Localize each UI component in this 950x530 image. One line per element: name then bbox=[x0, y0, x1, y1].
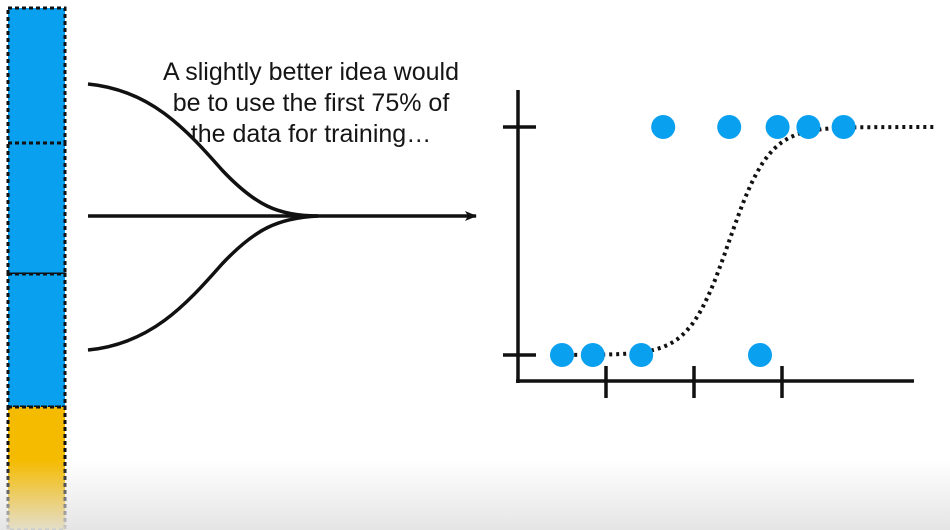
data-point-1 bbox=[550, 343, 574, 367]
converging-flow-arrow bbox=[87, 82, 477, 352]
caption-line-1: A slightly better idea would bbox=[162, 58, 459, 86]
data-points bbox=[550, 115, 856, 367]
data-point-2 bbox=[580, 343, 605, 367]
data-point-6 bbox=[717, 115, 742, 139]
data-point-9 bbox=[831, 115, 856, 139]
x-ticks bbox=[604, 366, 784, 398]
flow-curve-top bbox=[87, 82, 319, 218]
data-point-8 bbox=[796, 115, 821, 139]
training-block-3 bbox=[6, 272, 67, 409]
data-point-5 bbox=[651, 115, 676, 139]
data-split-bar bbox=[6, 6, 67, 530]
caption-text: A slightly better idea would be to use t… bbox=[132, 57, 490, 150]
y-ticks bbox=[503, 125, 536, 357]
flow-curve-bottom bbox=[87, 214, 319, 352]
data-point-3 bbox=[629, 343, 654, 367]
logistic-chart bbox=[503, 90, 934, 398]
training-block-2 bbox=[6, 141, 67, 276]
bottom-fade-overlay bbox=[0, 460, 950, 530]
data-point-4 bbox=[748, 343, 772, 367]
training-block-1 bbox=[6, 6, 67, 145]
data-point-7 bbox=[765, 115, 790, 139]
logistic-fit-curve bbox=[553, 125, 934, 357]
caption-line-2: be to use the first 75% of bbox=[172, 89, 450, 117]
caption-line-3: the data for training… bbox=[190, 120, 432, 148]
